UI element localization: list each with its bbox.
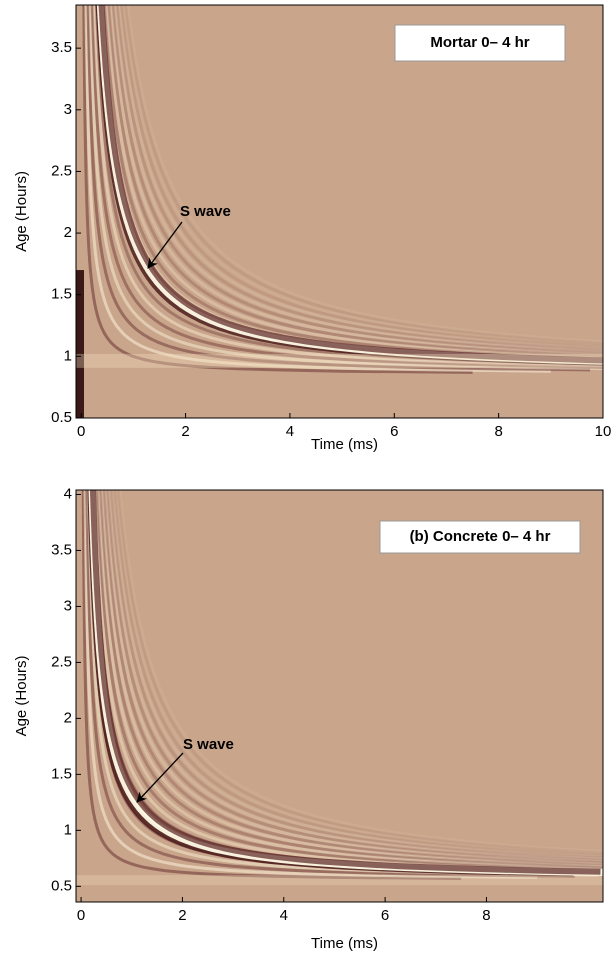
x-tick-label: 6 bbox=[381, 907, 389, 924]
x-tick-label: 4 bbox=[286, 423, 294, 440]
y-tick-label: 1.5 bbox=[51, 286, 72, 303]
y-axis-label: Age (Hours) bbox=[13, 656, 30, 737]
wave-label: S wave bbox=[183, 736, 234, 753]
x-tick-label: 2 bbox=[181, 423, 189, 440]
x-tick-label: 4 bbox=[280, 907, 288, 924]
y-tick-label: 2.5 bbox=[51, 162, 72, 179]
near-field bbox=[76, 270, 84, 418]
x-tick-label: 8 bbox=[482, 907, 490, 924]
y-tick-label: 2.5 bbox=[51, 653, 72, 670]
x-tick-label: 6 bbox=[390, 423, 398, 440]
panel: 0 2 4 6 8 0.5 1 1.5 2 2.5 3 3.5 4 Time (ms) Age (Hours… bbox=[13, 479, 613, 952]
x-tick-label: 0 bbox=[77, 423, 85, 440]
plot-area bbox=[76, 0, 613, 418]
y-tick-label: 1.5 bbox=[51, 765, 72, 782]
panel: 0 2 4 6 8 10 0.5 1 1.5 2 2.5 3 3.5 Time (ms) Age (Hour… bbox=[13, 0, 613, 453]
y-tick-label: 3 bbox=[64, 597, 72, 614]
y-tick-label: 2 bbox=[64, 709, 72, 726]
annotation: Mortar 0– 4 hr bbox=[430, 34, 529, 51]
x-axis-label: Time (ms) bbox=[311, 935, 378, 952]
wave-label: S wave bbox=[180, 203, 231, 220]
band bbox=[76, 354, 603, 368]
y-tick-label: 3.5 bbox=[51, 39, 72, 56]
band bbox=[76, 875, 603, 885]
y-tick-label: 0.5 bbox=[51, 877, 72, 894]
y-tick-label: 4 bbox=[64, 485, 72, 502]
y-axis-label: Age (Hours) bbox=[13, 171, 30, 252]
x-tick-label: 10 bbox=[595, 423, 612, 440]
y-tick-label: 0.5 bbox=[51, 409, 72, 426]
y-tick-label: 1 bbox=[64, 347, 72, 364]
x-tick-label: 2 bbox=[178, 907, 186, 924]
annotation: (b) Concrete 0– 4 hr bbox=[410, 528, 551, 545]
y-tick-label: 2 bbox=[64, 224, 72, 241]
y-tick-label: 3.5 bbox=[51, 541, 72, 558]
x-axis-label: Time (ms) bbox=[311, 436, 378, 453]
y-tick-label: 1 bbox=[64, 821, 72, 838]
y-tick-label: 3 bbox=[64, 101, 72, 118]
x-tick-label: 0 bbox=[77, 907, 85, 924]
x-tick-label: 8 bbox=[494, 423, 502, 440]
